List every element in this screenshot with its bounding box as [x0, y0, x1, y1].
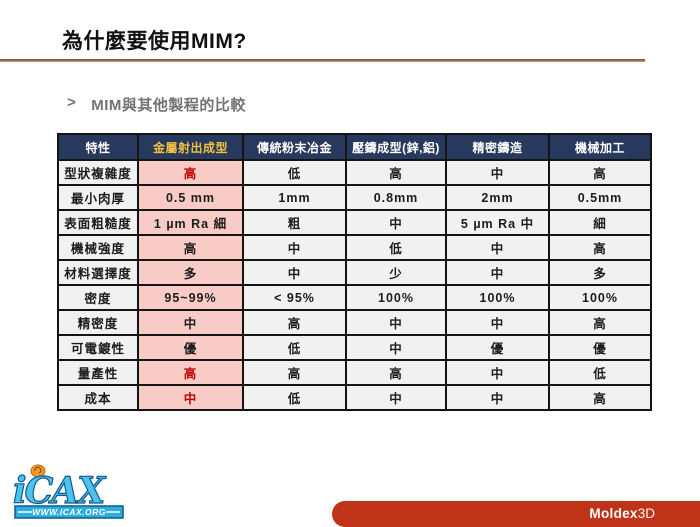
title-underline — [0, 59, 645, 62]
feature-cell: 密度 — [57, 284, 139, 311]
value-cell: 優 — [548, 334, 652, 361]
logo-banner — [14, 505, 124, 519]
comparison-table-head: 特性 金屬射出成型 傳統粉末冶金 壓鑄成型(鋅,鋁) 精密鑄造 機械加工 — [57, 133, 652, 161]
value-cell: 100% — [548, 284, 652, 311]
value-cell: 中 — [345, 209, 447, 236]
value-cell: 中 — [445, 309, 550, 336]
value-cell: 高 — [137, 234, 244, 261]
logo-dot-icon — [30, 464, 46, 478]
value-cell: 優 — [445, 334, 550, 361]
value-cell: 95~99% — [137, 284, 244, 311]
table-row: 可電鍍性優低中優優 — [57, 334, 652, 361]
value-cell: 細 — [548, 209, 652, 236]
value-cell: 中 — [137, 384, 244, 411]
value-cell: 高 — [345, 159, 447, 186]
feature-cell: 量產性 — [57, 359, 139, 386]
value-cell: 1 µm Ra 細 — [137, 209, 244, 236]
value-cell: 高 — [242, 359, 347, 386]
value-cell: 中 — [345, 309, 447, 336]
value-cell: 100% — [345, 284, 447, 311]
value-cell: 5 µm Ra 中 — [445, 209, 550, 236]
value-cell: 粗 — [242, 209, 347, 236]
value-cell: 低 — [345, 234, 447, 261]
value-cell: 中 — [137, 309, 244, 336]
value-cell: 低 — [548, 359, 652, 386]
footer-brand-bar: Moldex 3D — [332, 501, 700, 527]
column-header: 傳統粉末冶金 — [242, 133, 347, 161]
feature-cell: 成本 — [57, 384, 139, 411]
value-cell: 中 — [445, 359, 550, 386]
value-cell: 中 — [445, 234, 550, 261]
value-cell: 0.5mm — [548, 184, 652, 211]
subtitle-text: MIM與其他製程的比較 — [91, 97, 246, 114]
value-cell: 2mm — [445, 184, 550, 211]
table-row: 精密度中高中中高 — [57, 309, 652, 336]
feature-cell: 可電鍍性 — [57, 334, 139, 361]
value-cell: < 95% — [242, 284, 347, 311]
value-cell: 多 — [137, 259, 244, 286]
icax-logo: iCAX WWW.ICAX.ORG — [12, 464, 124, 519]
value-cell: 高 — [548, 159, 652, 186]
value-cell: 0.8mm — [345, 184, 447, 211]
value-cell: 優 — [137, 334, 244, 361]
table-row: 最小肉厚 0.5 mm 1mm 0.8mm 2mm 0.5mm — [57, 184, 652, 211]
value-cell: 中 — [345, 384, 447, 411]
value-cell: 高 — [137, 359, 244, 386]
value-cell: 高 — [345, 359, 447, 386]
brand-name: Moldex — [589, 505, 638, 521]
header-row: 特性 金屬射出成型 傳統粉末冶金 壓鑄成型(鋅,鋁) 精密鑄造 機械加工 — [57, 133, 652, 161]
value-cell: 中 — [345, 334, 447, 361]
value-cell: 中 — [445, 159, 550, 186]
value-cell: 中 — [242, 234, 347, 261]
value-cell: 高 — [242, 309, 347, 336]
comparison-table-body: 型狀複雜度高低高中高最小肉厚 0.5 mm 1mm 0.8mm 2mm 0.5mm 表面粗糙… — [57, 159, 652, 411]
comparison-table: 特性 金屬射出成型 傳統粉末冶金 壓鑄成型(鋅,鋁) 精密鑄造 機械加工 型狀複雜度高低高… — [57, 133, 652, 411]
table-row: 機械強度高中低中高 — [57, 234, 652, 261]
value-cell: 低 — [242, 384, 347, 411]
feature-cell: 表面粗糙度 — [57, 209, 139, 236]
feature-cell: 最小肉厚 — [57, 184, 139, 211]
column-header: 特性 — [57, 133, 139, 161]
column-header: 機械加工 — [548, 133, 652, 161]
table-row: 材料選擇度多中少中多 — [57, 259, 652, 286]
value-cell: 低 — [242, 334, 347, 361]
brand-suffix: 3D — [637, 505, 655, 521]
subtitle: > MIM與其他製程的比較 — [67, 94, 246, 115]
feature-cell: 型狀複雜度 — [57, 159, 139, 186]
value-cell: 100% — [445, 284, 550, 311]
value-cell: 多 — [548, 259, 652, 286]
value-cell: 高 — [137, 159, 244, 186]
value-cell: 高 — [548, 309, 652, 336]
table-row: 密度 95~99% < 95% 100% 100% 100% — [57, 284, 652, 311]
column-header: 精密鑄造 — [445, 133, 550, 161]
column-header: 壓鑄成型(鋅,鋁) — [345, 133, 447, 161]
bullet-marker-icon: > — [67, 94, 77, 111]
logo-url: WWW.ICAX.ORG — [32, 507, 106, 517]
page-title: 為什麼要使用MIM? — [62, 30, 247, 53]
value-cell: 中 — [445, 259, 550, 286]
column-header: 金屬射出成型 — [137, 133, 244, 161]
feature-cell: 精密度 — [57, 309, 139, 336]
feature-cell: 機械強度 — [57, 234, 139, 261]
value-cell: 中 — [445, 384, 550, 411]
table-row: 型狀複雜度高低高中高 — [57, 159, 652, 186]
feature-cell: 材料選擇度 — [57, 259, 139, 286]
value-cell: 0.5 mm — [137, 184, 244, 211]
value-cell: 高 — [548, 384, 652, 411]
value-cell: 低 — [242, 159, 347, 186]
value-cell: 1mm — [242, 184, 347, 211]
value-cell: 高 — [548, 234, 652, 261]
value-cell: 中 — [242, 259, 347, 286]
table-row: 量產性高高高中低 — [57, 359, 652, 386]
table-row: 成本中低中中高 — [57, 384, 652, 411]
value-cell: 少 — [345, 259, 447, 286]
